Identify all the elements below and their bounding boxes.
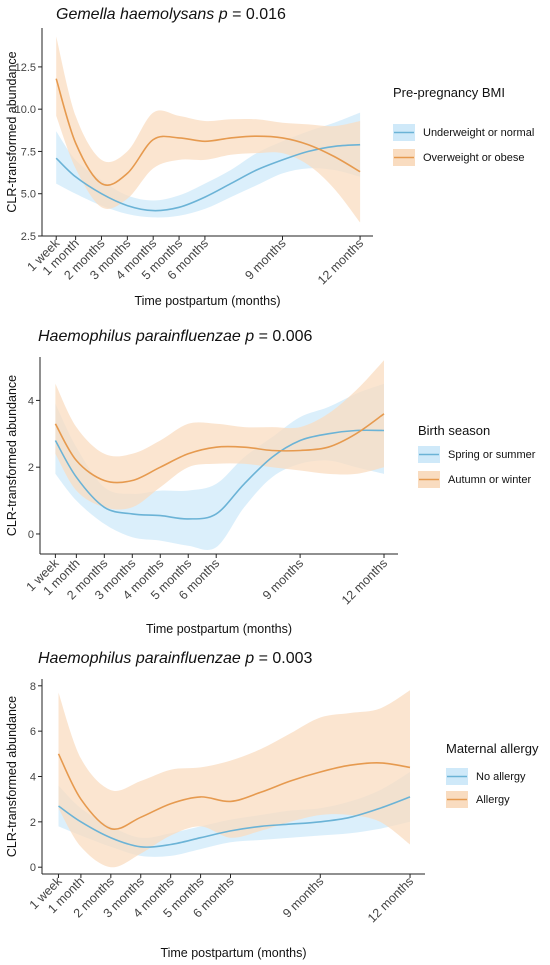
series-line-1 <box>58 796 411 848</box>
series-line-1 <box>55 143 361 212</box>
x-tick-label: 9 months <box>280 874 326 920</box>
y-axis-title: CLR-transformed abundance <box>5 375 19 536</box>
x-tick-label: 12 months <box>339 556 390 607</box>
title-species: Haemophilus parainfluenzae <box>38 650 241 667</box>
legend-label: Autumn or winter <box>448 474 531 486</box>
panel-title: Haemophilus parainfluenzae p = 0.006 <box>38 328 312 346</box>
panel-maternal-allergy: Haemophilus parainfluenzae p = 0.003 0 2 4… <box>0 646 550 965</box>
y-tick-label: 8 <box>30 681 36 693</box>
legend-title: Birth season <box>418 423 490 438</box>
x-tick-label: 12 months <box>315 236 366 287</box>
title-p-label: p <box>245 650 255 667</box>
x-axis-title: Time postpartum (months) <box>134 294 280 308</box>
title-p-value: = 0.003 <box>258 650 313 667</box>
x-axis-title: Time postpartum (months) <box>146 622 292 636</box>
title-p-label: p <box>245 328 255 345</box>
legend-label: Overweight or obese <box>423 152 525 164</box>
legend-label: Spring or summer <box>448 449 536 461</box>
y-tick-label: 2.5 <box>21 231 36 243</box>
y-tick-label: 5.0 <box>21 189 36 201</box>
confidence-band-2 <box>56 36 361 223</box>
title-p-label: p <box>218 6 228 23</box>
y-tick-label: 7.5 <box>21 146 36 158</box>
legend-title: Pre-pregnancy BMI <box>393 85 505 100</box>
panel-title: Haemophilus parainfluenzae p = 0.003 <box>38 650 312 668</box>
y-tick-label: 4 <box>28 395 34 407</box>
title-p-value: = 0.006 <box>258 328 313 345</box>
x-axis-title: Time postpartum (months) <box>160 946 306 960</box>
title-p-value: = 0.016 <box>232 6 286 23</box>
legend-label: Allergy <box>476 794 510 806</box>
y-tick-label: 2 <box>28 462 34 474</box>
y-tick-label: 2 <box>30 817 36 829</box>
x-tick-label: 12 months <box>365 874 416 925</box>
y-tick-label: 6 <box>30 726 36 738</box>
legend-label: Underweight or normal <box>423 127 534 139</box>
series-line-2 <box>57 753 411 831</box>
y-tick-label: 10.0 <box>15 104 36 116</box>
title-species: Haemophilus parainfluenzae <box>38 328 241 345</box>
y-tick-label: 12.5 <box>15 62 36 74</box>
legend-title: Maternal allergy <box>446 741 539 756</box>
panel-bmi: Gemella haemolysans p = 0.016 2.5 5.0 7.5 1… <box>0 0 550 320</box>
y-tick-label: 0 <box>28 529 34 541</box>
y-tick-label: 0 <box>30 862 36 874</box>
series-line-1 <box>54 429 385 520</box>
panel-title: Gemella haemolysans p = 0.016 <box>56 6 286 24</box>
x-tick-label: 9 months <box>242 236 288 282</box>
x-tick-label: 9 months <box>260 556 306 602</box>
confidence-band-1 <box>58 772 410 857</box>
panel-birth-season: Haemophilus parainfluenzae p = 0.006 0 2 4… <box>0 322 550 642</box>
y-axis-title: CLR-transformed abundance <box>5 696 19 857</box>
confidence-band-1 <box>55 383 385 550</box>
confidence-band-2 <box>55 360 385 510</box>
series-line-2 <box>54 413 385 484</box>
confidence-band-2 <box>58 690 410 868</box>
y-axis-title: CLR-transformed abundance <box>5 51 19 212</box>
legend-label: No allergy <box>476 771 526 783</box>
y-tick-label: 4 <box>30 772 36 784</box>
title-species: Gemella haemolysans <box>56 6 215 23</box>
series-line-2 <box>55 78 361 186</box>
confidence-band-1 <box>56 112 361 218</box>
